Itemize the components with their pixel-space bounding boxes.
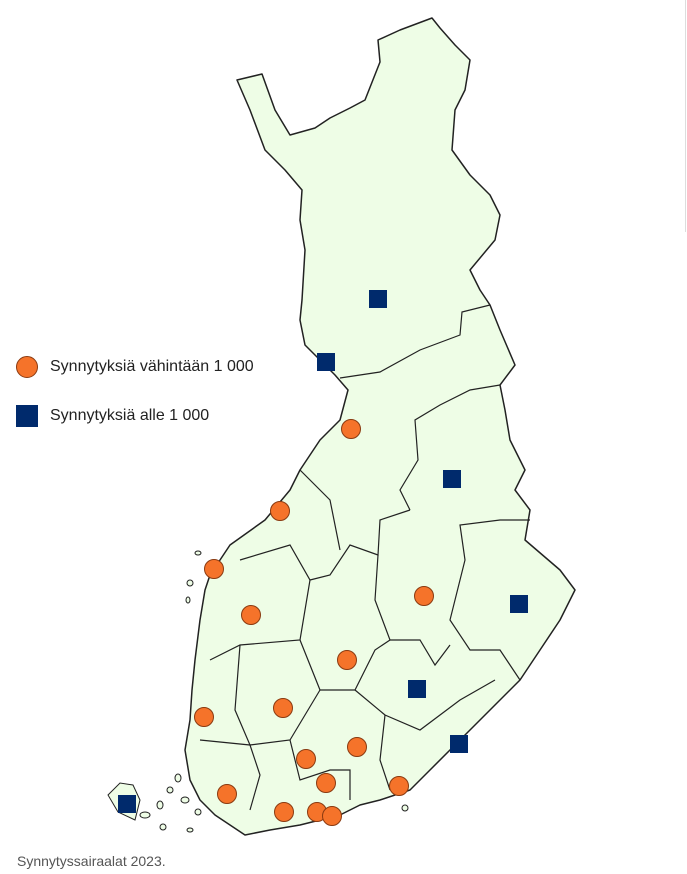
hospital-marker-small [118,795,136,813]
orange-circle-icon [16,356,38,378]
hospital-marker-small [443,470,461,488]
legend-label: Synnytyksiä alle 1 000 [50,407,210,424]
hospital-marker-small [450,735,468,753]
hospital-marker-large [217,784,237,804]
hospital-marker-large [273,698,293,718]
hospital-marker-large [194,707,214,727]
hospital-marker-large [204,559,224,579]
hospital-marker-small [369,290,387,308]
hospital-marker-small [317,353,335,371]
hospital-markers [118,290,528,826]
legend-label: Synnytyksiä vähintään 1 000 [50,358,254,375]
hospital-marker-large [414,586,434,606]
hospital-marker-large [341,419,361,439]
finland-outline [184,17,576,836]
hospital-marker-large [347,737,367,757]
map-caption: Synnytyssairaalat 2023. [17,853,166,869]
legend-item-large: Synnytyksiä vähintään 1 000 [16,356,254,378]
legend-item-small: Synnytyksiä alle 1 000 [16,405,209,427]
hospital-marker-large [296,749,316,769]
hospital-marker-large [389,776,409,796]
hospital-marker-large [337,650,357,670]
hospital-marker-large [241,605,261,625]
hospital-marker-large [270,501,290,521]
hospital-marker-large [274,802,294,822]
scrollbar-edge [685,0,686,232]
hospital-marker-large [322,806,342,826]
hospital-marker-large [316,773,336,793]
hospital-marker-small [510,595,528,613]
region-borders [199,304,530,811]
blue-square-icon [16,405,38,427]
hospital-marker-small [408,680,426,698]
